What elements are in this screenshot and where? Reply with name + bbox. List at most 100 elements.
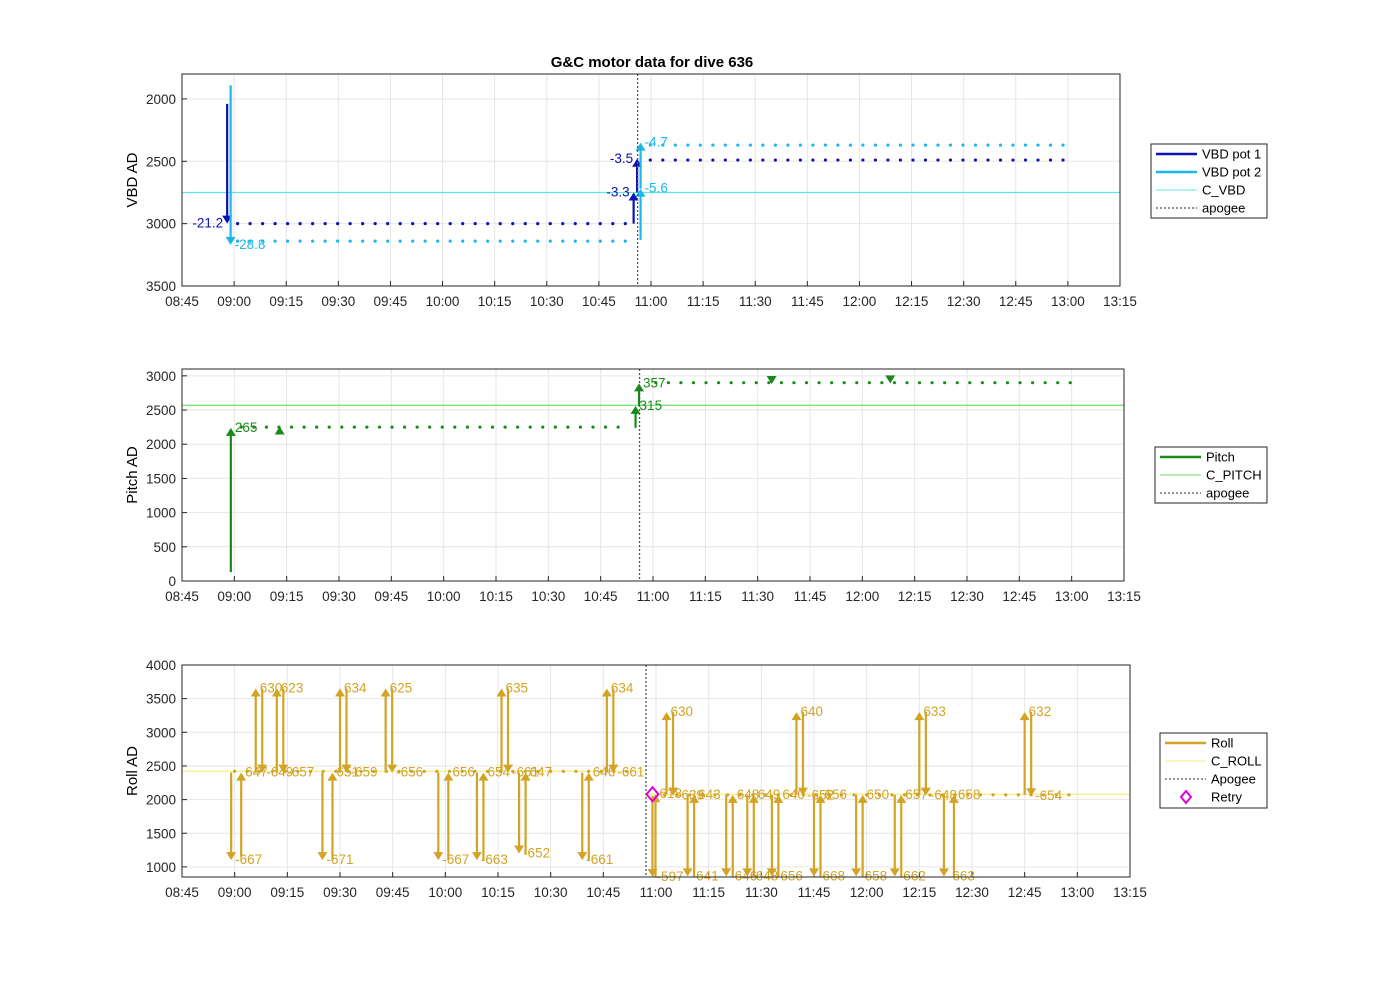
y-tick-label: 1000 [146, 506, 176, 521]
sample-point [599, 769, 603, 773]
sample-point [239, 425, 243, 429]
sample-point [798, 143, 802, 147]
x-tick-label: 09:45 [374, 294, 408, 309]
y-tick-label: 3000 [146, 369, 176, 384]
sample-point [917, 381, 922, 385]
x-tick-label: 11:45 [798, 885, 831, 900]
sample-point [485, 769, 490, 773]
arrow-head [380, 688, 391, 697]
sample-point [877, 793, 881, 797]
x-tick-label: 12:30 [955, 885, 989, 900]
retry-marker [645, 785, 660, 803]
move-label: -641 [692, 868, 719, 883]
sample-point [998, 158, 1003, 162]
arrow-head [791, 712, 802, 721]
sample-point [372, 769, 376, 773]
x-tick-label: 11:15 [689, 589, 722, 604]
x-tick-label: 11:00 [640, 885, 673, 900]
sample-point [736, 158, 740, 162]
sample-point [776, 793, 780, 797]
x-tick-label: 12:30 [950, 589, 984, 604]
sample-point [880, 381, 884, 385]
y-tick-label: 2000 [146, 437, 176, 452]
sample-point [410, 769, 414, 773]
sample-point [865, 793, 869, 797]
move-label: -21.2 [192, 216, 223, 231]
arrow-head [797, 787, 808, 796]
sample-point [573, 222, 577, 226]
arrow-head [503, 764, 514, 773]
x-tick-label: 10:15 [481, 885, 515, 900]
sample-point [817, 381, 821, 385]
sample-point [966, 793, 970, 797]
y-tick-label: 3000 [146, 725, 176, 740]
sample-point [435, 769, 439, 773]
move-label: 632 [1029, 704, 1052, 719]
sample-point [361, 222, 365, 226]
legend-entry: VBD pot 1 [1202, 147, 1261, 162]
sample-point [905, 381, 909, 385]
move-label: 656 [825, 787, 848, 802]
sample-point [930, 381, 934, 385]
move-label: -3.3 [606, 184, 629, 199]
legend-box [1150, 143, 1268, 219]
y-tick-label: 2500 [146, 759, 176, 774]
sample-point [302, 425, 306, 429]
sample-point [711, 143, 715, 147]
x-tick-label: 10:15 [478, 294, 512, 309]
arrow-head [583, 772, 594, 781]
sample-point [233, 769, 237, 773]
move-label: -4.7 [645, 135, 668, 150]
sample-point [936, 158, 940, 162]
arrow-head [327, 772, 338, 781]
arrow-head [668, 787, 679, 796]
move-label: 654 [487, 765, 510, 780]
sample-point [978, 793, 983, 797]
arrow-head [634, 383, 645, 392]
sample-point [473, 769, 477, 773]
sample-point [852, 793, 856, 797]
sample-point [460, 769, 464, 773]
sample-point [779, 381, 783, 385]
sample-point [258, 769, 262, 773]
sample-point [298, 222, 302, 226]
move-label: -668 [818, 868, 845, 883]
y-axis-label: VBD AD [124, 152, 141, 207]
legend-entry: apogee [1206, 486, 1249, 501]
legend-entry: C_VBD [1202, 183, 1245, 198]
sample-point [248, 222, 252, 226]
sample-point [711, 158, 715, 162]
arrow-head [496, 688, 507, 697]
sample-point [792, 381, 796, 385]
sample-point [536, 769, 540, 773]
sample-point [1048, 143, 1053, 147]
figure-title: G&C motor data for dive 636 [551, 54, 754, 71]
sample-point [311, 222, 315, 226]
move-label: -662 [899, 868, 926, 883]
arrow-head [630, 405, 641, 414]
sample-point [428, 425, 432, 429]
arrow-head [471, 852, 482, 861]
x-tick-label: 11:45 [794, 589, 827, 604]
y-tick-label: 1500 [146, 826, 176, 841]
x-tick-label: 10:00 [427, 589, 461, 604]
sample-point [754, 381, 758, 385]
sample-point [811, 158, 815, 162]
sample-point [666, 381, 670, 385]
sample-point [270, 769, 275, 773]
panel-3: 08:45 09:00 09:15 09:30 09:45 10:00 10:15 10:30… [124, 658, 1268, 900]
arrow-head [271, 688, 282, 697]
move-label: 656 [452, 765, 475, 780]
plot-frame [181, 368, 1125, 582]
x-tick-label: 09:15 [270, 885, 304, 900]
sample-point [235, 239, 240, 243]
sample-point [1056, 381, 1060, 385]
sample-point [286, 222, 290, 226]
sample-point [561, 239, 565, 243]
move-label: 657 [905, 787, 928, 802]
move-label: 630 [671, 704, 694, 719]
x-tick-label: 09:15 [270, 589, 304, 604]
sample-point [598, 239, 602, 243]
y-tick-label: 2500 [146, 403, 176, 418]
move-label: 649 [758, 787, 781, 802]
